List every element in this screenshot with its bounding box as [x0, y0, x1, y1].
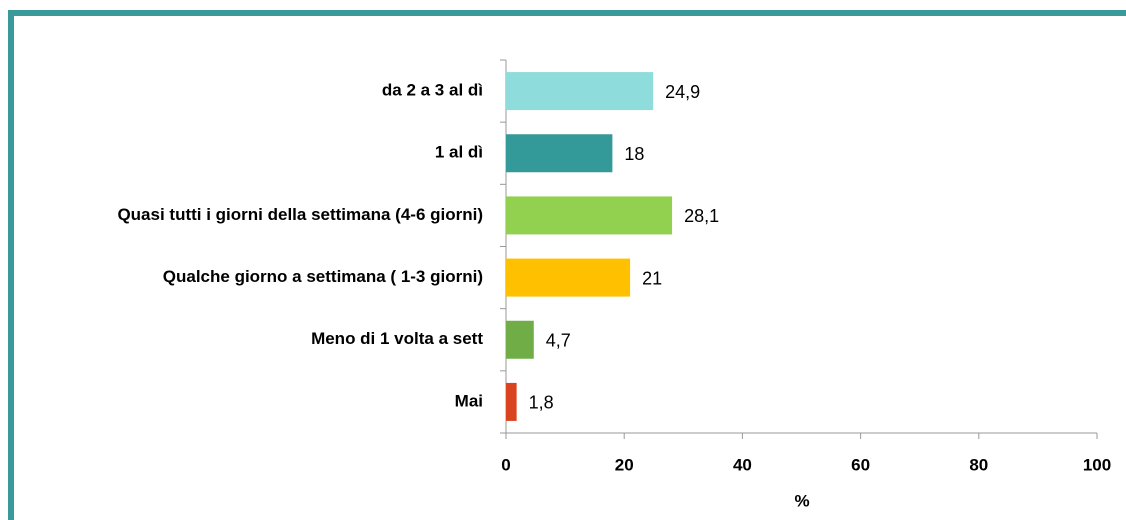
x-tick-label: 80	[969, 455, 988, 474]
value-label: 18	[624, 144, 644, 164]
bar	[506, 320, 534, 359]
value-label: 28,1	[684, 206, 719, 226]
bar	[506, 382, 517, 421]
bar	[506, 72, 654, 111]
bar	[506, 196, 673, 235]
category-label: Meno di 1 volta a sett	[311, 329, 483, 348]
category-label: Qualche giorno a settimana ( 1-3 giorni)	[163, 267, 483, 286]
bar	[506, 134, 613, 173]
x-tick-label: 100	[1083, 455, 1111, 474]
x-tick-label: 60	[851, 455, 870, 474]
x-tick-label: 40	[733, 455, 752, 474]
value-label: 1,8	[529, 393, 554, 413]
category-label: 1 al dì	[435, 143, 483, 162]
x-axis-label: %	[794, 491, 809, 510]
bar	[506, 258, 631, 297]
frame-left	[8, 10, 14, 520]
frame-top	[8, 10, 1126, 16]
value-label: 4,7	[546, 331, 571, 351]
value-label: 21	[642, 268, 662, 288]
x-tick-label: 20	[615, 455, 634, 474]
category-label: da 2 a 3 al dì	[382, 81, 483, 100]
category-label: Quasi tutti i giorni della settimana (4-…	[117, 205, 483, 224]
value-label: 24,9	[665, 82, 700, 102]
category-label: Mai	[455, 391, 483, 410]
x-tick-label: 0	[501, 455, 510, 474]
